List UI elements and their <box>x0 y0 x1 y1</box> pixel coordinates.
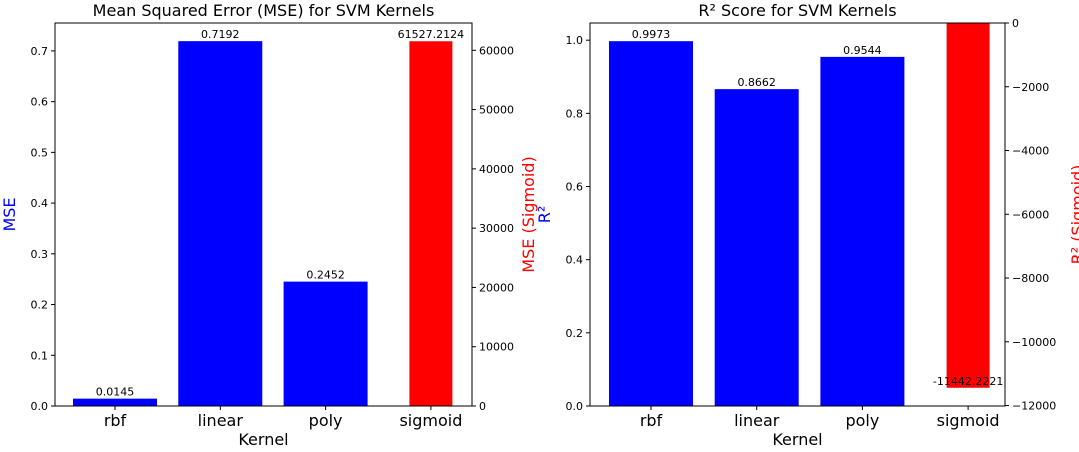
x-axis-label: Kernel <box>772 430 822 449</box>
data-label: 61527.2124 <box>398 28 464 41</box>
y2-axis-label: MSE (Sigmoid) <box>519 156 538 272</box>
chart-title: Mean Squared Error (MSE) for SVM Kernels <box>93 1 435 20</box>
bar <box>409 41 453 406</box>
y-tick-label: 0.2 <box>31 299 49 312</box>
chart-title: R² Score for SVM Kernels <box>698 1 896 20</box>
axes-frame <box>54 22 473 407</box>
y2-tick-label: −8000 <box>1012 272 1049 285</box>
data-label: 0.2452 <box>306 269 345 282</box>
bar <box>283 281 368 406</box>
x-tick-label: linear <box>198 411 244 430</box>
y2-tick-label: −12000 <box>1012 400 1056 413</box>
data-label: 0.9544 <box>843 44 882 57</box>
y-tick-label: 1.0 <box>566 34 584 47</box>
bar <box>820 56 905 407</box>
y2-tick-label: 60000 <box>479 44 514 57</box>
y-axis-label: MSE <box>0 197 19 231</box>
y-tick-label: 0.6 <box>31 96 49 109</box>
y-tick-label: 0.3 <box>31 248 49 261</box>
data-label: 0.7192 <box>201 28 240 41</box>
x-tick-label: sigmoid <box>937 411 1000 430</box>
x-tick-label: rbf <box>104 411 127 430</box>
y-tick-label: 0.2 <box>566 327 584 340</box>
data-label: 0.0145 <box>96 386 135 399</box>
y2-tick-label: −6000 <box>1012 208 1049 221</box>
y-tick-label: 0.7 <box>31 45 49 58</box>
bar <box>178 41 263 406</box>
y2-tick-label: 0 <box>479 400 486 413</box>
y2-tick-label: 10000 <box>479 341 514 354</box>
bar <box>946 23 990 388</box>
bar <box>609 41 693 407</box>
y-tick-label: 0.8 <box>566 107 584 120</box>
x-axis-label: Kernel <box>238 430 288 449</box>
bar <box>73 398 157 406</box>
data-label: 0.8662 <box>737 76 776 89</box>
y-tick-label: 0.0 <box>31 400 49 413</box>
data-label: -11442.2221 <box>933 375 1003 388</box>
y2-tick-label: −2000 <box>1012 81 1049 94</box>
x-tick-label: poly <box>845 411 879 430</box>
y-tick-label: 0.4 <box>31 197 49 210</box>
y2-tick-label: −4000 <box>1012 145 1049 158</box>
y2-axis-label: R² (Sigmoid) <box>1068 165 1079 265</box>
bar <box>714 89 799 407</box>
y2-tick-label: −10000 <box>1012 336 1056 349</box>
y-tick-label: 0.5 <box>31 146 49 159</box>
x-tick-label: rbf <box>640 411 663 430</box>
y-tick-label: 0.6 <box>566 181 584 194</box>
x-tick-label: sigmoid <box>399 411 462 430</box>
y2-tick-label: 40000 <box>479 163 514 176</box>
y2-tick-label: 0 <box>1012 17 1019 30</box>
y-tick-label: 0.4 <box>566 254 584 267</box>
y2-tick-label: 50000 <box>479 104 514 117</box>
y2-tick-label: 30000 <box>479 222 514 235</box>
data-label: 0.9973 <box>632 28 671 41</box>
y-tick-label: 0.0 <box>566 400 584 413</box>
y-tick-label: 0.1 <box>31 349 49 362</box>
y2-tick-label: 20000 <box>479 281 514 294</box>
x-tick-label: poly <box>309 411 343 430</box>
x-tick-label: linear <box>734 411 780 430</box>
y-axis-label: R² <box>535 206 554 224</box>
